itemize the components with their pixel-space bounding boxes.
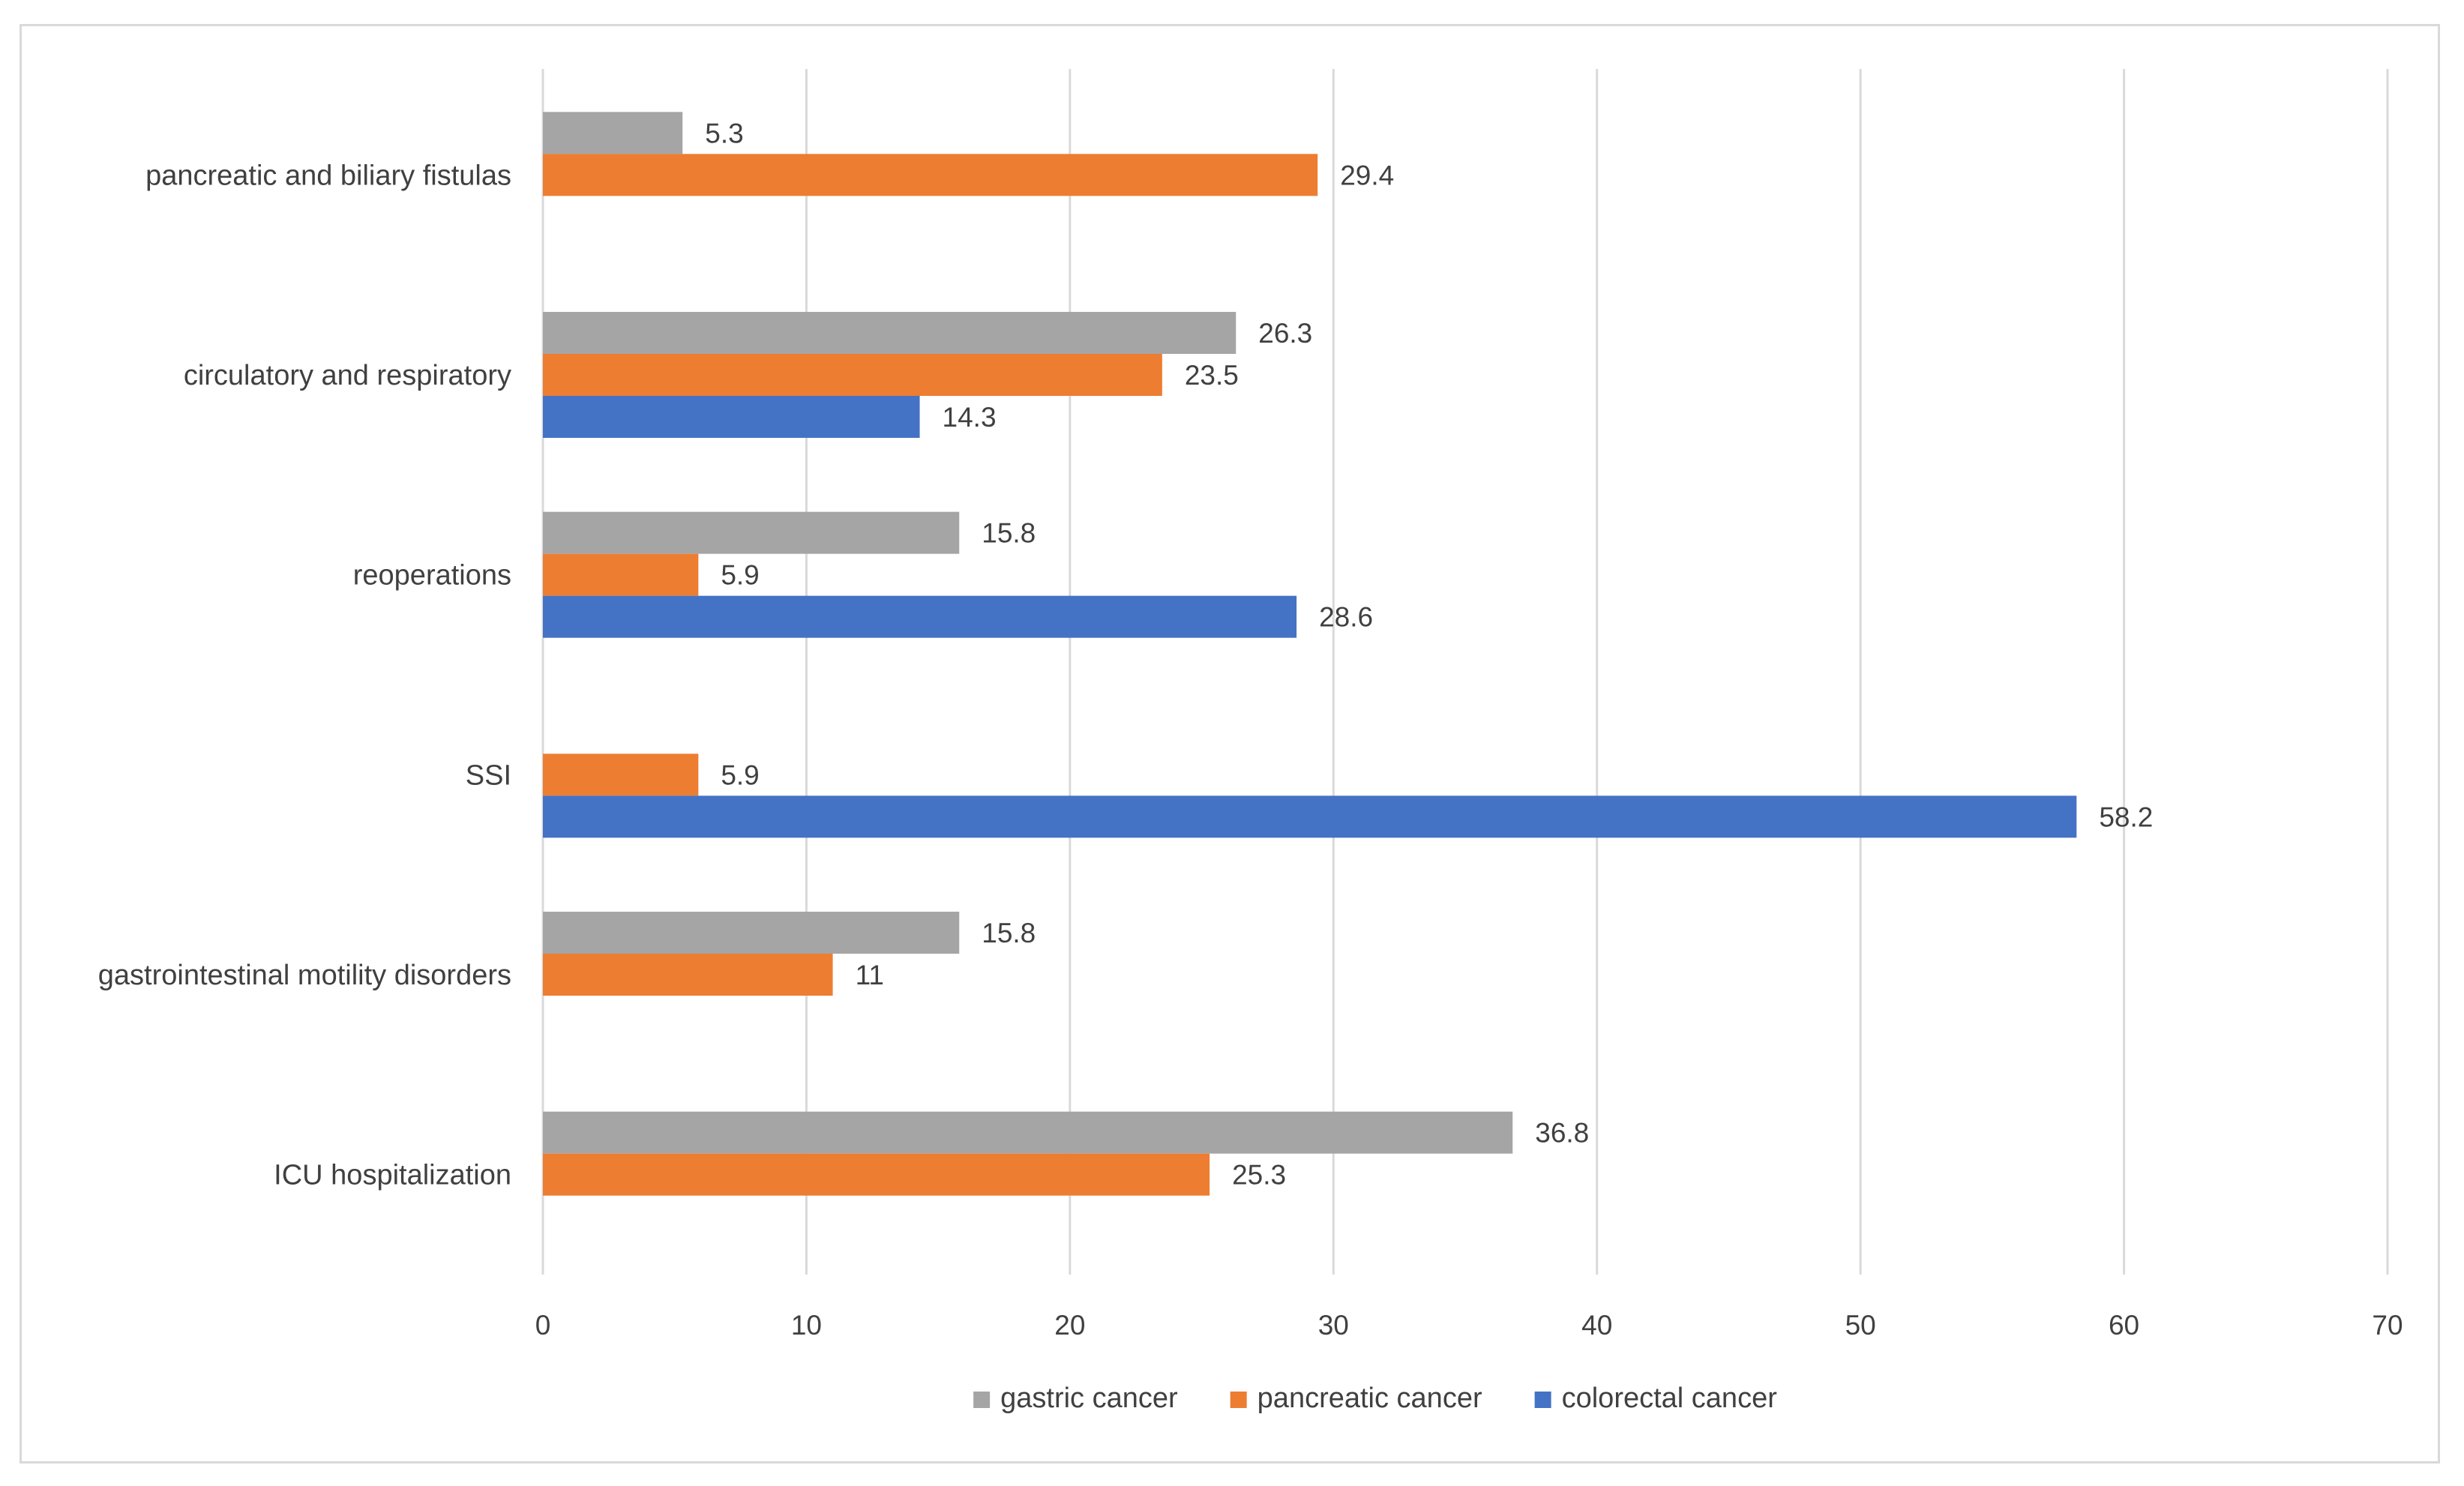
x-tick-label: 40 [1581, 1310, 1612, 1341]
x-tick-label: 30 [1318, 1310, 1349, 1341]
bar-pancreatic-cancer [543, 154, 1318, 196]
bar-gastric-cancer [543, 312, 1236, 354]
data-label: 26.3 [1258, 318, 1312, 349]
category-label: circulatory and respiratory [184, 360, 511, 391]
bar-pancreatic-cancer [543, 354, 1162, 396]
data-label: 5.9 [721, 759, 759, 790]
gridlines [541, 69, 2389, 1275]
data-label: 23.5 [1185, 360, 1239, 391]
data-label: 11 [856, 960, 884, 990]
bar-colorectal-cancer [543, 795, 2077, 838]
bar-gastric-cancer [543, 912, 960, 954]
bar-gastric-cancer [543, 1111, 1513, 1154]
x-tick-label: 20 [1054, 1310, 1085, 1341]
bar-gastric-cancer [543, 511, 960, 554]
data-label: 14.3 [943, 402, 997, 433]
bar-pancreatic-cancer [543, 753, 699, 796]
legend-label: colorectal cancer [1562, 1383, 1778, 1414]
data-label: 36.8 [1535, 1118, 1589, 1149]
data-labels: 5.3 29.4 26.3 23.5 14.3 15.8 5.9 28.6 5.9 58.2 15.… [705, 118, 2153, 1190]
bar-colorectal-cancer [543, 396, 920, 438]
data-label: 28.6 [1319, 602, 1373, 633]
data-label: 25.3 [1232, 1160, 1286, 1191]
x-axis-tick-labels: 0 10 20 30 40 50 60 70 [535, 1310, 2403, 1341]
category-label: reoperations [353, 560, 511, 592]
legend-swatch [973, 1392, 991, 1408]
bar-pancreatic-cancer [543, 954, 833, 996]
chart-frame [19, 24, 2440, 1464]
data-label: 15.8 [982, 518, 1036, 549]
category-label: SSI [466, 759, 511, 791]
x-tick-label: 70 [2372, 1310, 2403, 1341]
data-label: 58.2 [2099, 801, 2153, 832]
category-labels: pancreatic and biliary fistulas circulato… [98, 160, 511, 1191]
legend-item-colorectal-cancer: colorectal cancer [1534, 1383, 1778, 1414]
data-label: 5.3 [705, 118, 743, 148]
x-tick-label: 0 [535, 1310, 551, 1341]
bar-pancreatic-cancer [543, 553, 699, 596]
legend: gastric cancer pancreatic cancer colorecta… [973, 1383, 1777, 1414]
legend-swatch [1230, 1392, 1247, 1408]
category-label: pancreatic and biliary fistulas [145, 160, 511, 191]
legend-swatch [1534, 1392, 1551, 1408]
legend-label: pancreatic cancer [1257, 1383, 1482, 1414]
x-tick-label: 50 [1845, 1310, 1876, 1341]
data-label: 29.4 [1340, 160, 1394, 190]
legend-label: gastric cancer [1000, 1383, 1178, 1414]
bar-colorectal-cancer [543, 595, 1297, 638]
category-label: gastrointestinal motility disorders [98, 960, 511, 991]
bar-gastric-cancer [543, 112, 683, 154]
legend-item-pancreatic-cancer: pancreatic cancer [1230, 1383, 1482, 1414]
category-label: ICU hospitalization [274, 1160, 511, 1191]
data-label: 5.9 [721, 560, 759, 591]
data-label: 15.8 [982, 918, 1036, 948]
bars [543, 112, 2077, 1196]
x-tick-label: 60 [2109, 1310, 2139, 1341]
legend-item-gastric-cancer: gastric cancer [973, 1383, 1178, 1414]
bar-pancreatic-cancer [543, 1153, 1210, 1196]
x-tick-label: 10 [791, 1310, 822, 1341]
